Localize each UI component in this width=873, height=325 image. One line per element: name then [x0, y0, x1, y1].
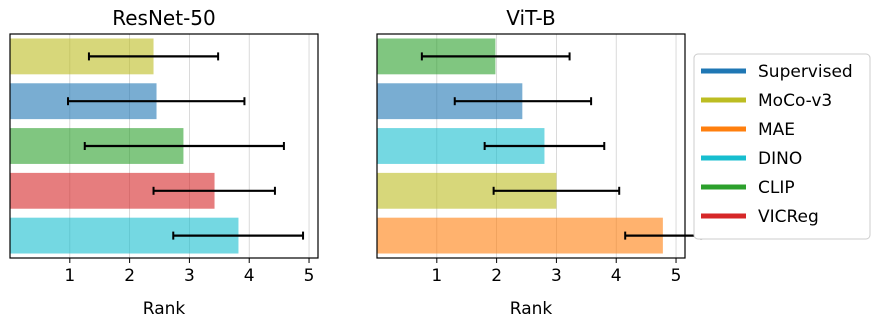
legend-label: MoCo-v3 — [758, 91, 832, 111]
x-axis-label: Rank — [510, 299, 553, 319]
legend-label: VICReg — [758, 207, 819, 227]
x-tick-label: 3 — [551, 266, 562, 286]
chart-title: ResNet-50 — [112, 6, 216, 30]
x-tick-label: 5 — [671, 266, 682, 286]
x-tick-label: 2 — [124, 266, 135, 286]
x-tick-label: 4 — [244, 266, 255, 286]
x-tick-label: 3 — [184, 266, 195, 286]
legend-label: Supervised — [758, 62, 853, 82]
x-axis-label: Rank — [143, 299, 186, 319]
x-tick-label: 4 — [611, 266, 622, 286]
legend-label: DINO — [758, 149, 802, 169]
legend: Supervised MoCo-v3 MAE DINO CLIP VICReg — [693, 53, 871, 240]
legend-label: MAE — [758, 120, 795, 140]
axes-frame — [376, 33, 686, 259]
x-tick-label: 1 — [64, 266, 75, 286]
chart-panel-1: 1 2 3 4 5 ResNet-50 Rank — [9, 6, 319, 319]
axes-frame — [9, 33, 319, 259]
x-tick-label: 1 — [431, 266, 442, 286]
legend-label: CLIP — [758, 178, 795, 198]
x-tick-label: 5 — [304, 266, 315, 286]
bar — [377, 217, 663, 254]
chart-panel-2: 1 2 3 4 5 ViT-B Rank — [376, 6, 703, 319]
chart-title: ViT-B — [506, 6, 555, 30]
x-tick-label: 2 — [491, 266, 502, 286]
